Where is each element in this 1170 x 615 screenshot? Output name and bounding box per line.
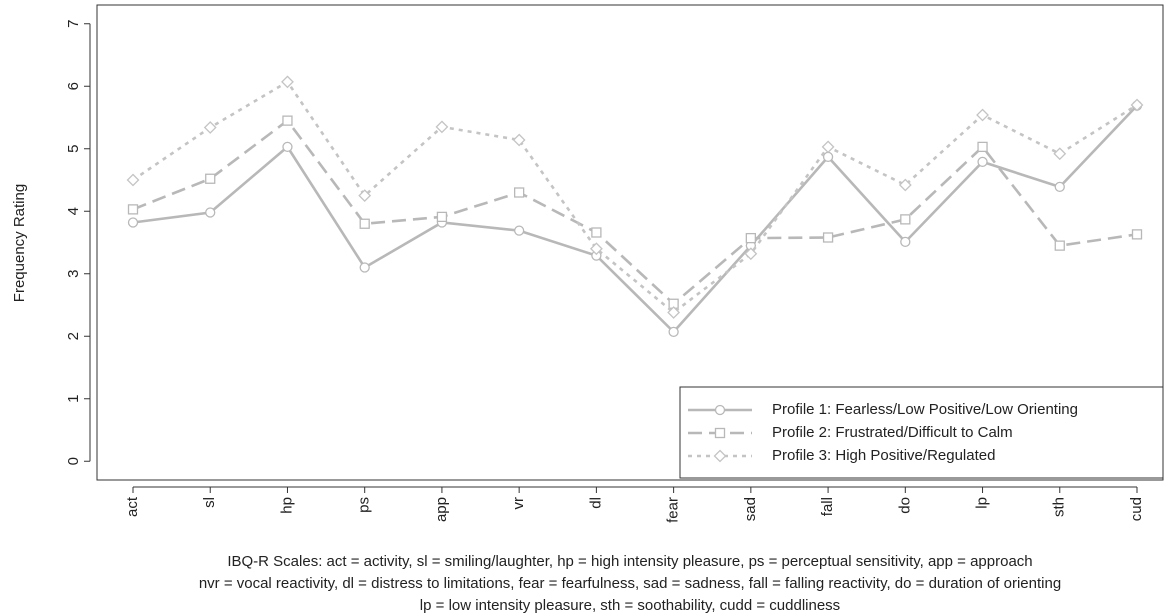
x-tick-label: lp: [974, 497, 991, 509]
x-tick-label: hp: [278, 497, 295, 514]
marker: [744, 247, 758, 261]
marker: [1131, 229, 1143, 240]
marker: [714, 427, 726, 439]
marker: [589, 242, 603, 256]
marker: [358, 189, 372, 203]
marker: [668, 326, 679, 338]
marker: [900, 214, 911, 225]
marker: [203, 121, 217, 134]
marker: [127, 204, 139, 215]
marker: [436, 211, 448, 223]
marker: [514, 187, 525, 198]
x-tick-label: do: [896, 497, 913, 514]
marker: [667, 306, 681, 319]
marker: [898, 178, 912, 192]
x-tick-label: vr: [510, 497, 527, 510]
marker: [514, 225, 525, 236]
caption-line: IBQ-R Scales: act = activity, sl = smili…: [227, 553, 1032, 570]
x-tick-label: dl: [587, 497, 604, 509]
y-tick-label: 5: [65, 145, 82, 153]
marker: [205, 173, 216, 184]
caption-line: nvr = vocal reactivity, dl = distress to…: [199, 575, 1061, 592]
series-line: [132, 104, 1138, 334]
y-tick-label: 0: [65, 457, 82, 465]
x-tick-label: app: [433, 497, 450, 522]
x-tick-label: sl: [201, 497, 218, 508]
marker: [713, 449, 727, 463]
y-tick-label: 4: [65, 207, 82, 215]
marker: [435, 120, 449, 134]
marker: [1130, 98, 1144, 112]
series-line: [132, 80, 1138, 315]
y-tick-label: 7: [65, 20, 82, 28]
marker: [1054, 240, 1065, 251]
marker: [714, 404, 726, 416]
caption-line: lp = low intensity pleasure, sth = sooth…: [420, 597, 840, 614]
x-tick-label: sad: [742, 497, 759, 521]
x-tick-label: fall: [819, 497, 836, 516]
marker: [745, 232, 756, 244]
marker: [977, 156, 988, 168]
marker: [591, 227, 602, 238]
y-tick-label: 1: [65, 395, 82, 403]
marker: [359, 262, 370, 273]
marker: [126, 173, 140, 187]
marker: [205, 207, 216, 218]
x-tick-label: cud: [1128, 497, 1145, 521]
legend-label: Profile 2: Frustrated/Difficult to Calm: [772, 424, 1013, 441]
series-line: [132, 118, 1138, 306]
marker: [359, 218, 370, 229]
y-tick-label: 2: [65, 332, 82, 340]
marker: [822, 232, 834, 243]
plot-frame: [96, 4, 1164, 481]
marker: [977, 141, 988, 153]
marker: [282, 115, 293, 126]
marker: [282, 141, 293, 153]
marker: [822, 151, 834, 163]
x-tick-label: ps: [356, 497, 373, 513]
marker: [900, 236, 911, 248]
legend-label: Profile 1: Fearless/Low Positive/Low Ori…: [772, 401, 1078, 418]
legend-label: Profile 3: High Positive/Regulated: [772, 447, 995, 464]
x-tick-label: sth: [1051, 497, 1068, 517]
legend-box: [679, 386, 1164, 479]
y-tick-label: 3: [65, 270, 82, 278]
marker: [1054, 181, 1065, 193]
marker: [976, 108, 989, 122]
marker: [281, 75, 294, 89]
marker: [1053, 147, 1067, 161]
marker: [821, 140, 835, 154]
marker: [127, 217, 139, 228]
marker: [512, 133, 526, 147]
x-tick-label: act: [124, 496, 141, 517]
y-tick-label: 6: [65, 82, 82, 90]
x-tick-label: fear: [665, 497, 682, 523]
y-axis-title: Frequency Rating: [11, 184, 28, 302]
